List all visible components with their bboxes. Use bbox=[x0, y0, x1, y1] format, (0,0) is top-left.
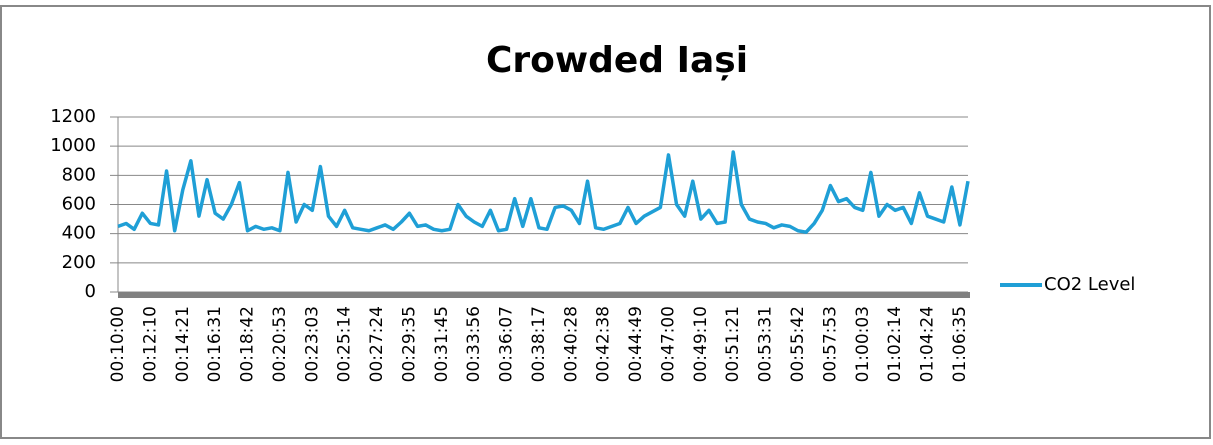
x-axis-floor bbox=[118, 292, 970, 298]
x-tick-label: 01:06:35 bbox=[950, 306, 970, 382]
x-tick-label: 00:40:28 bbox=[561, 306, 581, 382]
x-tick-label: 00:18:42 bbox=[238, 306, 258, 382]
x-tick-label: 00:14:21 bbox=[173, 306, 193, 382]
x-tick-label: 00:23:03 bbox=[302, 306, 322, 382]
x-tick-label: 00:10:00 bbox=[108, 306, 128, 382]
x-tick-label: 01:00:03 bbox=[853, 306, 873, 382]
x-tick-label: 01:04:24 bbox=[918, 306, 938, 382]
x-tick-label: 00:47:00 bbox=[658, 306, 678, 382]
y-tick-label: 0 bbox=[85, 281, 96, 302]
x-tick-label: 00:16:31 bbox=[205, 306, 225, 382]
x-tick-label: 00:33:56 bbox=[464, 306, 484, 382]
y-tick-label: 400 bbox=[62, 223, 96, 244]
y-tick-label: 200 bbox=[62, 252, 96, 273]
x-tick-label: 00:38:17 bbox=[529, 306, 549, 382]
x-tick-label: 00:12:10 bbox=[140, 306, 160, 382]
x-tick-label: 00:57:53 bbox=[820, 306, 840, 382]
x-tick-label: 00:49:10 bbox=[691, 306, 711, 382]
x-tick-label: 00:53:31 bbox=[756, 306, 776, 382]
x-tick-label: 00:20:53 bbox=[270, 306, 290, 382]
data-line bbox=[117, 150, 970, 234]
x-tick-label: 00:29:35 bbox=[399, 306, 419, 382]
x-tick-label: 00:51:21 bbox=[723, 306, 743, 382]
x-tick-label: 00:27:24 bbox=[367, 306, 387, 382]
y-tick-label: 800 bbox=[62, 164, 96, 185]
chart-title: Crowded Iași bbox=[486, 40, 748, 81]
chart-border bbox=[0, 5, 1211, 439]
x-tick-label: 00:31:45 bbox=[432, 306, 452, 382]
x-tick-label: 00:55:42 bbox=[788, 306, 808, 382]
x-tick-label: 00:42:38 bbox=[594, 306, 614, 382]
y-tick-label: 600 bbox=[62, 194, 96, 215]
x-tick-label: 00:25:14 bbox=[335, 306, 355, 382]
y-tick-label: 1200 bbox=[50, 106, 96, 127]
x-tick-label: 01:02:14 bbox=[885, 306, 905, 382]
x-tick-label: 00:44:49 bbox=[626, 306, 646, 382]
legend-label: CO2 Level bbox=[1044, 274, 1135, 295]
y-tick-label: 1000 bbox=[50, 135, 96, 156]
x-tick-label: 00:36:07 bbox=[497, 306, 517, 382]
